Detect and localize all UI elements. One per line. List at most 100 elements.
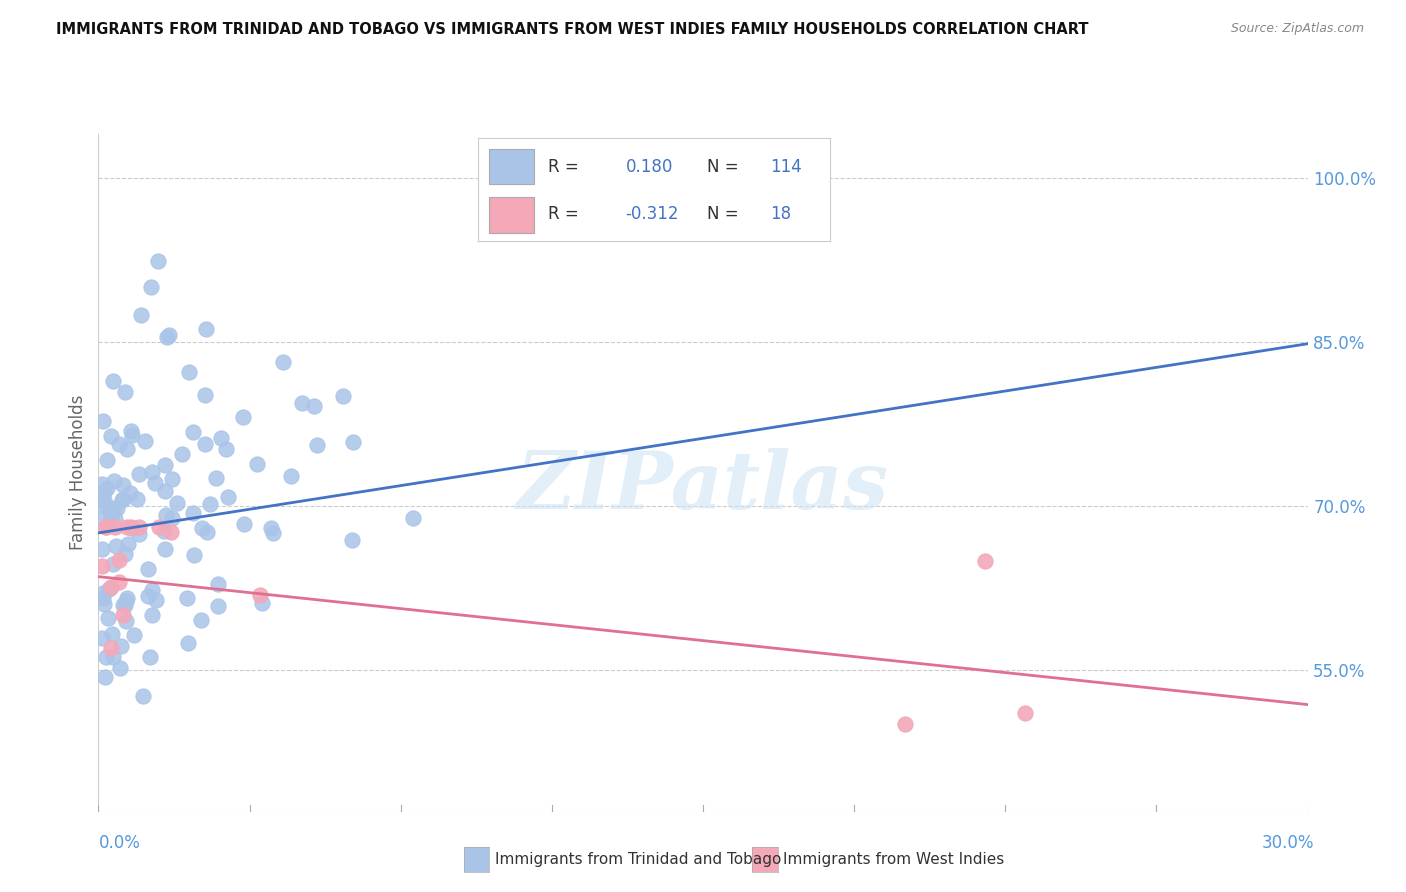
Text: IMMIGRANTS FROM TRINIDAD AND TOBAGO VS IMMIGRANTS FROM WEST INDIES FAMILY HOUSEH: IMMIGRANTS FROM TRINIDAD AND TOBAGO VS I… <box>56 22 1088 37</box>
Point <box>103 512 125 526</box>
Point <box>103 500 125 515</box>
Point <box>101 558 124 572</box>
Point <box>91 414 114 428</box>
Point <box>198 497 221 511</box>
Point <box>170 447 193 461</box>
Point <box>112 598 135 612</box>
Point <box>100 428 122 442</box>
Point <box>114 593 136 607</box>
Point <box>97 611 120 625</box>
Point <box>181 506 204 520</box>
Text: N =: N = <box>707 158 744 176</box>
Point <box>100 509 122 524</box>
Point <box>194 322 217 336</box>
Point <box>191 521 214 535</box>
Point <box>232 410 254 425</box>
Point <box>107 553 129 567</box>
Point <box>195 525 218 540</box>
Point <box>100 640 122 655</box>
Text: 0.180: 0.180 <box>626 158 673 176</box>
Point <box>93 484 115 499</box>
Point <box>153 484 176 499</box>
Point <box>249 588 271 602</box>
Point <box>233 516 256 531</box>
Point <box>91 511 114 525</box>
Point <box>160 472 183 486</box>
Point <box>181 425 204 440</box>
Point <box>91 541 114 556</box>
Point <box>134 434 156 448</box>
Text: R =: R = <box>548 158 585 176</box>
Point <box>402 511 425 525</box>
Point <box>115 520 138 534</box>
Point <box>155 508 177 523</box>
Point <box>93 493 115 508</box>
Point <box>305 438 328 452</box>
Point <box>108 437 131 451</box>
Y-axis label: Family Households: Family Households <box>69 395 87 550</box>
Point <box>128 467 150 481</box>
Point <box>96 481 118 495</box>
Point <box>152 524 174 538</box>
Point <box>177 636 200 650</box>
Point <box>98 582 121 597</box>
Point <box>96 520 118 534</box>
Point <box>97 518 120 533</box>
Point <box>115 442 138 456</box>
Point <box>121 520 143 534</box>
FancyBboxPatch shape <box>489 149 534 185</box>
Point <box>91 492 114 507</box>
Text: -0.312: -0.312 <box>626 205 679 223</box>
Point <box>100 580 122 594</box>
Point <box>103 374 125 388</box>
Point <box>101 627 124 641</box>
Point <box>136 590 159 604</box>
Point <box>91 476 114 491</box>
Text: R =: R = <box>548 205 585 223</box>
Point <box>148 520 170 534</box>
Point <box>148 254 170 268</box>
Point <box>94 669 117 683</box>
Point <box>194 437 217 451</box>
Point <box>215 442 238 456</box>
Point <box>108 660 131 674</box>
Point <box>114 598 136 612</box>
Point <box>120 520 142 534</box>
Point <box>974 554 997 568</box>
Point <box>112 478 135 492</box>
Point <box>153 458 176 472</box>
Point <box>114 547 136 561</box>
Point <box>91 558 114 573</box>
Point <box>114 614 136 628</box>
Point <box>105 501 128 516</box>
Point <box>115 591 138 605</box>
Point <box>114 384 136 399</box>
Text: 18: 18 <box>770 205 792 223</box>
Point <box>342 435 364 450</box>
Point <box>145 593 167 607</box>
Point <box>101 649 124 664</box>
Text: 0.0%: 0.0% <box>98 834 141 852</box>
Point <box>183 548 205 562</box>
Point <box>98 503 121 517</box>
Point <box>103 520 125 534</box>
Point <box>94 650 117 665</box>
Point <box>117 537 139 551</box>
Text: N =: N = <box>707 205 744 223</box>
Point <box>131 690 153 704</box>
Point <box>141 608 163 623</box>
Text: Immigrants from Trinidad and Tobago: Immigrants from Trinidad and Tobago <box>495 853 782 867</box>
FancyBboxPatch shape <box>489 197 534 233</box>
Point <box>91 632 114 646</box>
Point <box>100 504 122 518</box>
Point <box>1014 706 1036 720</box>
Point <box>120 425 142 439</box>
Point <box>332 388 354 402</box>
Point <box>91 497 114 511</box>
Point <box>141 583 163 598</box>
Point <box>104 539 127 553</box>
Point <box>91 586 114 600</box>
Point <box>91 591 114 605</box>
Point <box>112 491 135 506</box>
Text: 114: 114 <box>770 158 801 176</box>
